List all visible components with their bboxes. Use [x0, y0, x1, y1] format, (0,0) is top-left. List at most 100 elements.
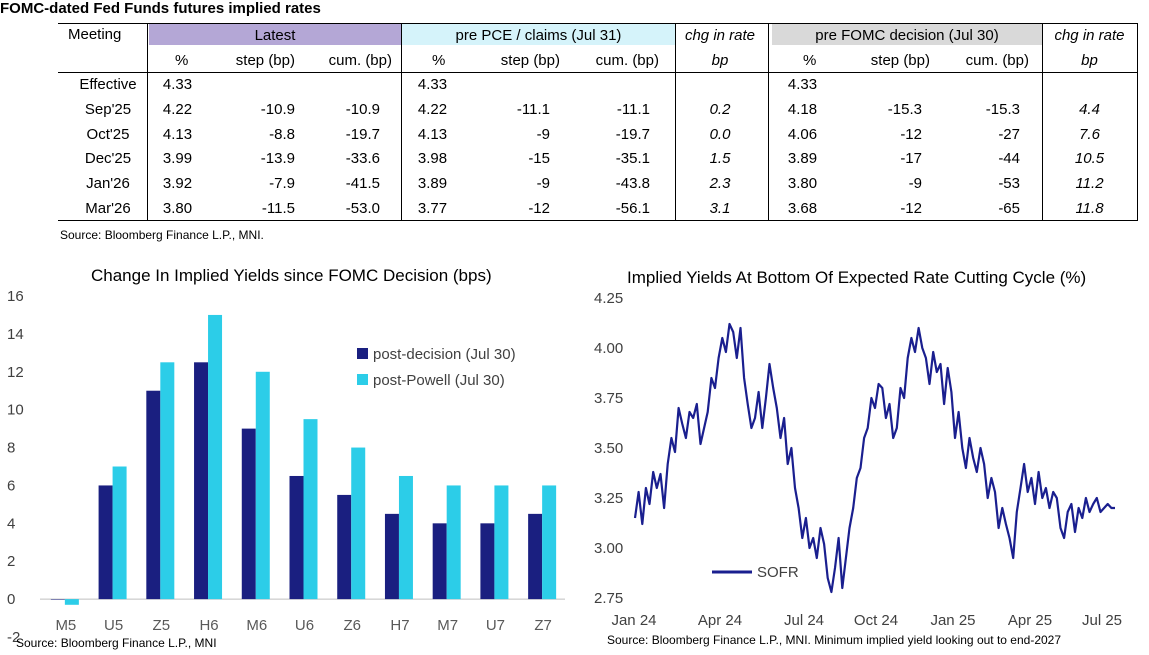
pre-pce-header-bg — [402, 24, 675, 45]
table-cell-p_cum: -56.1 — [615, 200, 650, 217]
table-cell-l_step: -11.5 — [261, 200, 295, 217]
table-cell-p_pct: 4.13 — [417, 125, 448, 143]
y-tick-label: 6 — [7, 477, 15, 494]
table-cell-chg2: 11.8 — [1075, 200, 1104, 217]
legend-label-sofr: SOFR — [757, 564, 799, 581]
table-cell-p_pct: 4.22 — [417, 100, 448, 118]
x-tick-label: U5 — [104, 617, 123, 634]
table-cell-l_pct: 4.22 — [162, 100, 193, 118]
y-tick-label: 16 — [7, 288, 24, 305]
latest-step-subheader: step (bp) — [235, 52, 295, 69]
pce-cum-subheader: cum. (bp) — [595, 52, 659, 69]
x-tick-label: Apr 25 — [1008, 612, 1052, 629]
y-tick-label: 3.00 — [594, 540, 623, 557]
pre-fomc-header: pre FOMC decision (Jul 30) — [815, 27, 999, 44]
bar-M7-post-powell — [446, 485, 461, 600]
col-sep — [147, 24, 148, 220]
col-sep — [1137, 24, 1138, 220]
table-cell-p_pct: 3.89 — [417, 175, 448, 193]
fomc-cum-subheader: cum. (bp) — [965, 52, 1029, 69]
y-tick-label: 4.25 — [594, 290, 623, 307]
bar-chart: -2 0 2 4 6 8 10 12 14 16 M5 U5 Z5 H6 M6 U6 Z6 H7 M7 U7 Z7 pos… — [7, 288, 565, 646]
x-tick-label: Jan 25 — [930, 612, 975, 629]
table-cell-l_step: -13.9 — [260, 150, 295, 168]
y-tick-label: 10 — [7, 402, 24, 419]
table-cell-l_pct: 4.33 — [162, 76, 193, 93]
y-tick-label: 4.00 — [594, 340, 623, 357]
table-cell-chg2: 7.6 — [1079, 125, 1100, 143]
table-cell-l_pct: 4.13 — [162, 125, 193, 143]
table-cell-f_pct: 4.06 — [787, 125, 818, 143]
table-cell-f_pct: 4.18 — [787, 100, 818, 118]
table-cell-l_cum: -10.9 — [345, 100, 380, 118]
legend-label-1: post-Powell (Jul 30) — [373, 372, 505, 389]
table-cell-p_cum: -43.8 — [615, 175, 650, 193]
x-tick-label: Z7 — [534, 617, 552, 634]
bar-H7-post-decision — [384, 513, 399, 600]
table-cell-chg2: 11.2 — [1075, 175, 1104, 193]
bar-H6-post-powell — [208, 314, 223, 600]
table-cell-l_step: -8.8 — [269, 125, 295, 143]
pre-pce-header: pre PCE / claims (Jul 31) — [455, 27, 622, 44]
table-cell-chg2: 10.5 — [1074, 150, 1105, 168]
sofr-line — [633, 322, 1115, 594]
bar-Z7-post-decision — [528, 513, 543, 600]
table-cell-f_pct: 3.89 — [787, 150, 818, 168]
bar-U5-post-decision — [98, 485, 113, 600]
chg2-bp-subheader: bp — [1081, 52, 1098, 69]
table-cell-chg1: 0.0 — [709, 125, 731, 143]
x-tick-label: Jul 24 — [784, 612, 824, 629]
latest-pct-subheader: % — [175, 52, 189, 69]
table-cell-p_step: -9 — [536, 125, 550, 143]
bar-chart-source: Source: Bloomberg Finance L.P., MNI — [16, 636, 217, 650]
y-tick-label: 3.25 — [594, 490, 623, 507]
table-cell-l_step: -7.9 — [269, 175, 295, 193]
x-tick-label: Jul 25 — [1082, 612, 1122, 629]
table-cell-chg1: 3.1 — [709, 200, 731, 217]
x-tick-label: Jan 24 — [611, 612, 656, 629]
bar-U5-post-powell — [112, 466, 127, 600]
bar-M7-post-decision — [432, 523, 447, 600]
table-cell-chg1: 2.3 — [709, 175, 731, 193]
table-cell-meeting: Oct'25 — [86, 125, 130, 143]
bar-U7-post-powell — [494, 485, 509, 600]
table-cell-f_step: -17 — [900, 150, 922, 168]
x-tick-label: H6 — [199, 617, 218, 634]
table-cell-f_cum: -53 — [998, 175, 1020, 193]
table-cell-f_step: -15.3 — [887, 100, 922, 118]
table-cell-p_step: -12 — [528, 200, 550, 217]
y-tick-label: 0 — [7, 591, 15, 608]
bar-Z6-post-decision — [337, 494, 352, 600]
table-cell-p_pct: 3.77 — [417, 200, 448, 217]
table-cell-p_step: -11.1 — [516, 100, 550, 118]
y-tick-label: 4 — [7, 515, 15, 532]
x-tick-label: H7 — [390, 617, 409, 634]
chg1-bp-subheader: bp — [711, 52, 729, 69]
table-cell-l_pct: 3.80 — [162, 200, 193, 217]
x-tick-label: Z5 — [153, 617, 171, 634]
table-cell-l_cum: -53.0 — [345, 200, 380, 217]
table-source: Source: Bloomberg Finance L.P., MNI. — [60, 228, 264, 242]
line-chart-source: Source: Bloomberg Finance L.P., MNI. Min… — [607, 633, 1062, 647]
table-cell-meeting: Jan'26 — [86, 175, 130, 193]
table-cell-p_cum: -11.1 — [616, 100, 650, 118]
table-cell-p_step: -15 — [528, 150, 550, 168]
latest-cum-subheader: cum. (bp) — [328, 52, 392, 69]
table-cell-l_pct: 3.92 — [162, 175, 193, 193]
bar-M5-post-powell — [64, 599, 79, 605]
line-chart-title: Implied Yields At Bottom Of Expected Rat… — [627, 268, 1087, 287]
table-cell-f_step: -9 — [908, 175, 922, 193]
x-tick-label: U6 — [295, 617, 314, 634]
table-cell-f_cum: -27 — [998, 125, 1020, 143]
latest-header: Latest — [254, 27, 296, 44]
chg-in-rate-header-1: chg in rate — [684, 27, 756, 44]
table-cell-f_pct: 3.68 — [787, 200, 818, 217]
bar-H7-post-powell — [398, 475, 413, 600]
bar-Z7-post-powell — [542, 485, 557, 600]
pce-pct-subheader: % — [432, 52, 446, 69]
col-sep — [675, 24, 676, 220]
table-cell-f_pct: 3.80 — [787, 175, 818, 193]
legend-swatch-0 — [357, 348, 368, 359]
col-sep — [401, 24, 402, 220]
x-tick-label: M5 — [55, 617, 76, 634]
